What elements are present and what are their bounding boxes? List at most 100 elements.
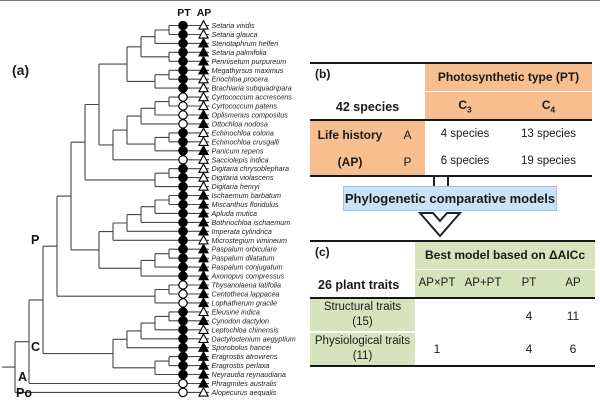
species-label: Digitaria henryi — [212, 182, 260, 191]
species-label: Panicum repens — [212, 146, 264, 155]
ap-column-header: AP — [197, 7, 212, 19]
life-history-label: Life history — [317, 127, 383, 142]
pt-symbol — [178, 280, 188, 290]
species-label: Eriochloa procera — [212, 75, 268, 84]
pt-symbol — [178, 137, 188, 147]
species-label: Imperata cylindrica — [212, 227, 272, 236]
panel-b-header-divider — [310, 119, 592, 121]
panel-b-label: (b) — [315, 67, 331, 81]
ap-symbol — [197, 180, 210, 191]
species-label: Digitaria violascens — [212, 173, 274, 182]
panel-c-header-divider — [310, 297, 595, 299]
ap-symbol — [197, 386, 210, 397]
ap-symbol — [197, 117, 210, 129]
pt-symbol — [178, 128, 188, 138]
annual-row-label: A — [403, 127, 412, 142]
cell-physiological-ap: 6 — [569, 342, 577, 356]
pt-symbol — [178, 307, 188, 317]
ap-symbol — [197, 234, 210, 245]
clade-label-c: C — [31, 340, 40, 354]
tree-branches — [2, 24, 209, 393]
pt-symbol — [178, 360, 188, 371]
ap-symbol — [197, 171, 210, 182]
ap-symbol — [197, 153, 210, 164]
pt-symbol — [178, 101, 188, 111]
species-label: Bothriochloa ischaemum — [212, 218, 291, 227]
pt-symbol — [178, 271, 188, 281]
column-header-ap: AP — [565, 277, 581, 289]
ap-symbol — [197, 55, 210, 66]
cell-structural-apxpt — [415, 299, 459, 332]
ap-symbol — [197, 341, 210, 352]
panel-b-table: (b) 42 species Photosynthetic type (PT) … — [310, 62, 592, 177]
species-label: Paspalum dilatatum — [212, 254, 275, 263]
species-label: Paspalum orbiculare — [212, 245, 278, 254]
species-label: Echinochloa crusgalli — [212, 137, 280, 146]
column-header-apxpt: AP×PT — [418, 277, 456, 289]
ap-symbol — [197, 359, 210, 370]
ap-symbol — [197, 73, 210, 84]
pt-symbol — [178, 92, 188, 102]
pt-column-header: PT — [177, 7, 191, 19]
ap-symbol — [197, 332, 210, 343]
species-label: Megathyrsus maximus — [212, 66, 284, 75]
ap-symbol — [197, 198, 210, 209]
pt-symbol — [178, 342, 188, 353]
species-label: Setaria glauca — [212, 30, 258, 39]
pt-symbol — [178, 199, 188, 210]
ap-symbol — [197, 82, 210, 93]
cell-physiological-pt: 4 — [525, 342, 533, 356]
pt-symbol — [178, 74, 188, 84]
species-label: Apluda mutica — [211, 209, 258, 218]
column-header-pt: PT — [521, 277, 537, 289]
pt-symbol — [178, 289, 188, 299]
species-label: Microstegium vimineum — [212, 236, 288, 245]
ap-abbreviation-label: (AP) — [337, 154, 363, 169]
ap-symbol — [197, 261, 210, 272]
species-label: Setaria viridis — [212, 21, 256, 30]
ap-symbol — [197, 216, 210, 227]
species-label: Stenotaphrum helferi — [212, 39, 279, 48]
perennial-row-label: P — [403, 154, 412, 169]
column-header-ap-plus-pt: AP+PT — [464, 277, 502, 289]
pt-symbol — [178, 208, 188, 219]
species-label: Paspalum conjugatum — [212, 263, 283, 272]
species-label: Ischaemum barbatum — [212, 191, 282, 200]
c4-column-header: C4 — [541, 98, 556, 115]
pt-symbol — [178, 83, 188, 93]
cell-structural-ap: 11 — [566, 308, 580, 323]
species-label: Centotheca lappacea — [212, 290, 280, 299]
cell-c3-perennial: 6 species — [440, 155, 490, 167]
species-label: Eragrostis atrovirens — [212, 352, 278, 361]
ap-symbol — [197, 323, 210, 334]
c3-column-header: C3 — [458, 98, 472, 115]
cell-structural-ap-plus-pt — [459, 299, 507, 332]
ap-symbol — [197, 207, 210, 218]
pt-symbol — [178, 244, 188, 254]
species-label: Neyraudia reynaudiana — [212, 370, 286, 379]
down-arrow-icon — [417, 212, 463, 238]
ap-symbol — [197, 350, 210, 361]
ap-symbol — [197, 109, 210, 120]
ap-symbol — [197, 243, 210, 254]
cell-physiological-ap-plus-pt — [459, 333, 507, 365]
species-label: Sporobolus hancei — [212, 343, 272, 352]
pt-symbol — [178, 29, 188, 40]
cell-c4-perennial: 19 species — [521, 155, 576, 167]
species-label: Cynodon dactylon — [212, 316, 270, 325]
pt-symbol — [178, 56, 188, 67]
pt-symbol — [178, 378, 188, 389]
phylogenetic-models-box: Phylogenetic comparative models — [343, 186, 557, 211]
ap-symbol — [197, 305, 210, 317]
cell-c3-annual: 4 species — [440, 128, 490, 140]
ap-symbol — [197, 19, 210, 30]
pt-symbol — [178, 253, 188, 264]
pt-symbol — [178, 262, 188, 272]
clade-label-po: Po — [16, 386, 32, 400]
species-label: Sacciolepis indica — [212, 155, 269, 164]
species-label: Lophatherum gracile — [212, 298, 278, 307]
species-label: Cyrtococcum patens — [212, 102, 278, 111]
species-label: Thysanolaena latifolia — [212, 281, 282, 290]
pt-symbol — [178, 38, 188, 49]
